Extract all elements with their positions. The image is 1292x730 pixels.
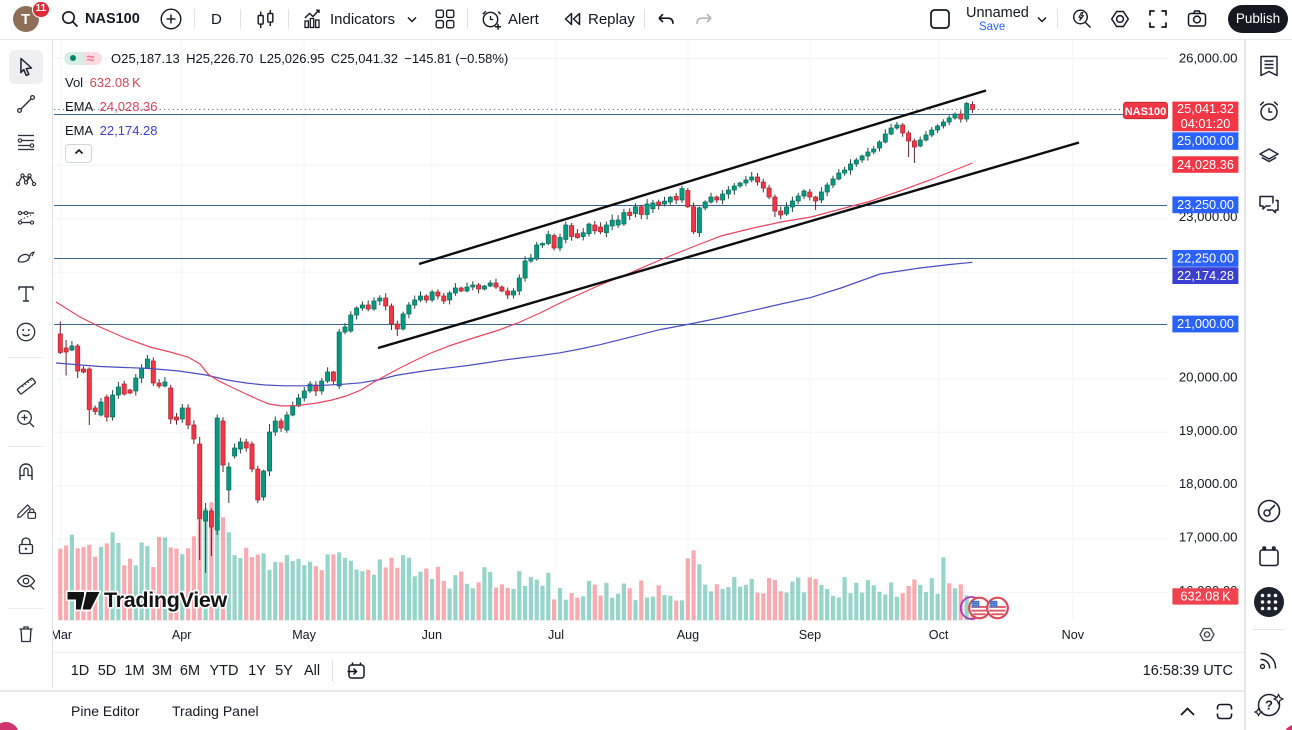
svg-text:Sep: Sep [799, 628, 821, 642]
svg-text:25,000.00: 25,000.00 [1177, 133, 1234, 148]
svg-text:21,000.00: 21,000.00 [1177, 316, 1234, 331]
svg-text:Jul: Jul [548, 628, 564, 642]
svg-text:22,174.28: 22,174.28 [1177, 268, 1234, 283]
svg-text:20,000.00: 20,000.00 [1179, 369, 1238, 384]
svg-text:25,041.32: 25,041.32 [1177, 101, 1234, 116]
svg-text:23,250.00: 23,250.00 [1177, 197, 1234, 212]
svg-text:NAS100: NAS100 [1125, 106, 1167, 118]
svg-text:632.08 K: 632.08 K [1180, 589, 1231, 604]
svg-text:19,000.00: 19,000.00 [1179, 423, 1238, 438]
svg-text:?: ? [1265, 698, 1273, 713]
svg-text:26,000.00: 26,000.00 [1179, 50, 1238, 65]
svg-text:Nov: Nov [1062, 628, 1085, 642]
svg-text:May: May [292, 628, 316, 642]
svg-text:Oct: Oct [929, 628, 949, 642]
svg-text:Apr: Apr [172, 628, 192, 642]
svg-text:Aug: Aug [677, 628, 699, 642]
svg-text:TradingView: TradingView [104, 588, 228, 612]
svg-text:24,028.36: 24,028.36 [1177, 157, 1234, 172]
svg-text:04:01:20: 04:01:20 [1181, 116, 1231, 131]
svg-text:Mar: Mar [53, 628, 72, 642]
svg-text:22,250.00: 22,250.00 [1177, 251, 1234, 266]
svg-text:17,000.00: 17,000.00 [1179, 530, 1238, 545]
svg-text:18,000.00: 18,000.00 [1179, 476, 1238, 491]
svg-text:Jun: Jun [422, 628, 442, 642]
